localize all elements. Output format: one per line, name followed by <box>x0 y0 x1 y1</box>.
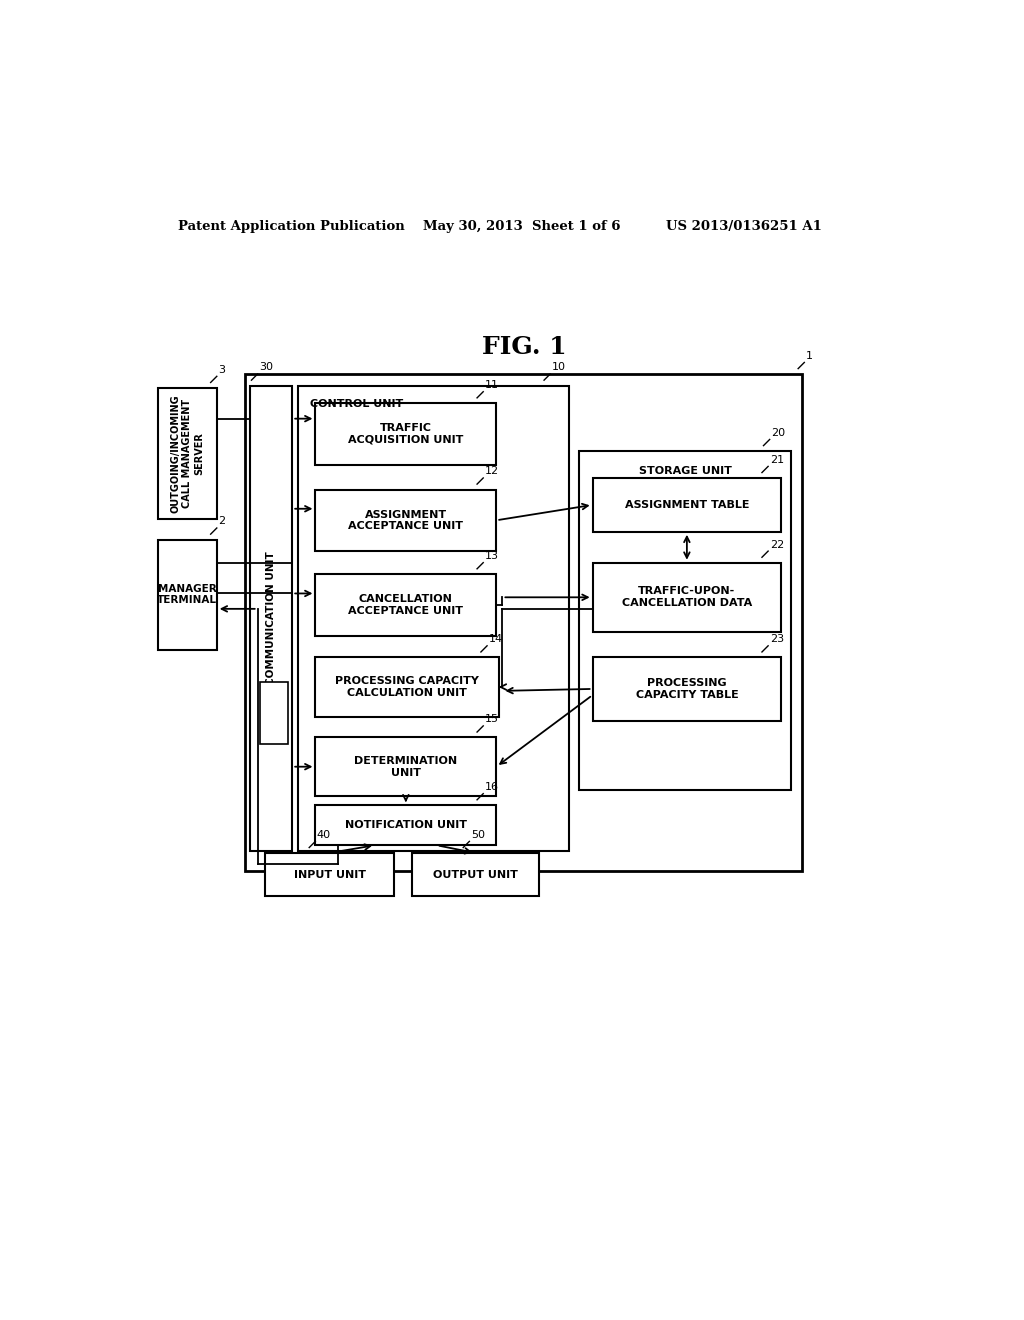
Text: Patent Application Publication: Patent Application Publication <box>178 219 406 232</box>
Text: NOTIFICATION UNIT: NOTIFICATION UNIT <box>345 820 467 830</box>
Text: MANAGER
TERMINAL: MANAGER TERMINAL <box>157 583 217 606</box>
Bar <box>580 451 792 789</box>
Bar <box>315 574 497 636</box>
Bar <box>250 385 292 851</box>
Text: 15: 15 <box>484 714 499 725</box>
Bar <box>245 374 802 871</box>
Text: 20: 20 <box>771 428 785 438</box>
Text: 12: 12 <box>484 466 499 477</box>
Text: ASSIGNMENT
ACCEPTANCE UNIT: ASSIGNMENT ACCEPTANCE UNIT <box>348 510 463 531</box>
Text: OUTGOING/INCOMING
CALL MANAGEMENT
SERVER: OUTGOING/INCOMING CALL MANAGEMENT SERVER <box>171 393 204 512</box>
Text: 21: 21 <box>770 455 783 465</box>
Text: PROCESSING CAPACITY
CALCULATION UNIT: PROCESSING CAPACITY CALCULATION UNIT <box>335 676 479 698</box>
Text: PROCESSING
CAPACITY TABLE: PROCESSING CAPACITY TABLE <box>636 678 738 700</box>
Bar <box>593 657 781 721</box>
Text: 1: 1 <box>806 351 813 360</box>
Bar <box>593 562 781 632</box>
Text: 22: 22 <box>770 540 784 549</box>
Bar <box>298 385 569 851</box>
Text: FIG. 1: FIG. 1 <box>482 335 567 359</box>
Text: 16: 16 <box>484 783 499 792</box>
Bar <box>315 404 497 465</box>
Bar <box>158 388 217 519</box>
Bar <box>315 738 497 796</box>
Text: CONTROL UNIT: CONTROL UNIT <box>310 400 403 409</box>
Text: May 30, 2013  Sheet 1 of 6: May 30, 2013 Sheet 1 of 6 <box>423 219 621 232</box>
Text: TRAFFIC-UPON-
CANCELLATION DATA: TRAFFIC-UPON- CANCELLATION DATA <box>622 586 752 609</box>
Bar <box>593 478 781 532</box>
Text: 10: 10 <box>552 363 565 372</box>
Text: 2: 2 <box>218 516 225 527</box>
Text: US 2013/0136251 A1: US 2013/0136251 A1 <box>666 219 821 232</box>
Bar <box>265 853 394 896</box>
Text: 30: 30 <box>259 363 273 372</box>
Text: 50: 50 <box>471 830 485 840</box>
Text: ASSIGNMENT TABLE: ASSIGNMENT TABLE <box>625 500 750 510</box>
Text: CANCELLATION
ACCEPTANCE UNIT: CANCELLATION ACCEPTANCE UNIT <box>348 594 463 616</box>
Text: OUTPUT UNIT: OUTPUT UNIT <box>433 870 517 879</box>
Text: 11: 11 <box>484 380 499 391</box>
Text: DETERMINATION
UNIT: DETERMINATION UNIT <box>354 756 458 777</box>
Text: INPUT UNIT: INPUT UNIT <box>294 870 366 879</box>
Bar <box>315 805 497 845</box>
Bar <box>315 657 499 717</box>
Text: 23: 23 <box>770 635 783 644</box>
Bar <box>412 853 539 896</box>
Text: COMMUNICATION UNIT: COMMUNICATION UNIT <box>266 552 276 685</box>
Bar <box>315 490 497 552</box>
Text: 3: 3 <box>218 364 225 375</box>
Text: TRAFFIC
ACQUISITION UNIT: TRAFFIC ACQUISITION UNIT <box>348 424 464 445</box>
Text: 14: 14 <box>488 635 503 644</box>
Bar <box>158 540 217 649</box>
Text: 13: 13 <box>484 552 499 561</box>
Text: 40: 40 <box>316 830 331 840</box>
Bar <box>260 682 289 743</box>
Text: STORAGE UNIT: STORAGE UNIT <box>639 466 732 477</box>
